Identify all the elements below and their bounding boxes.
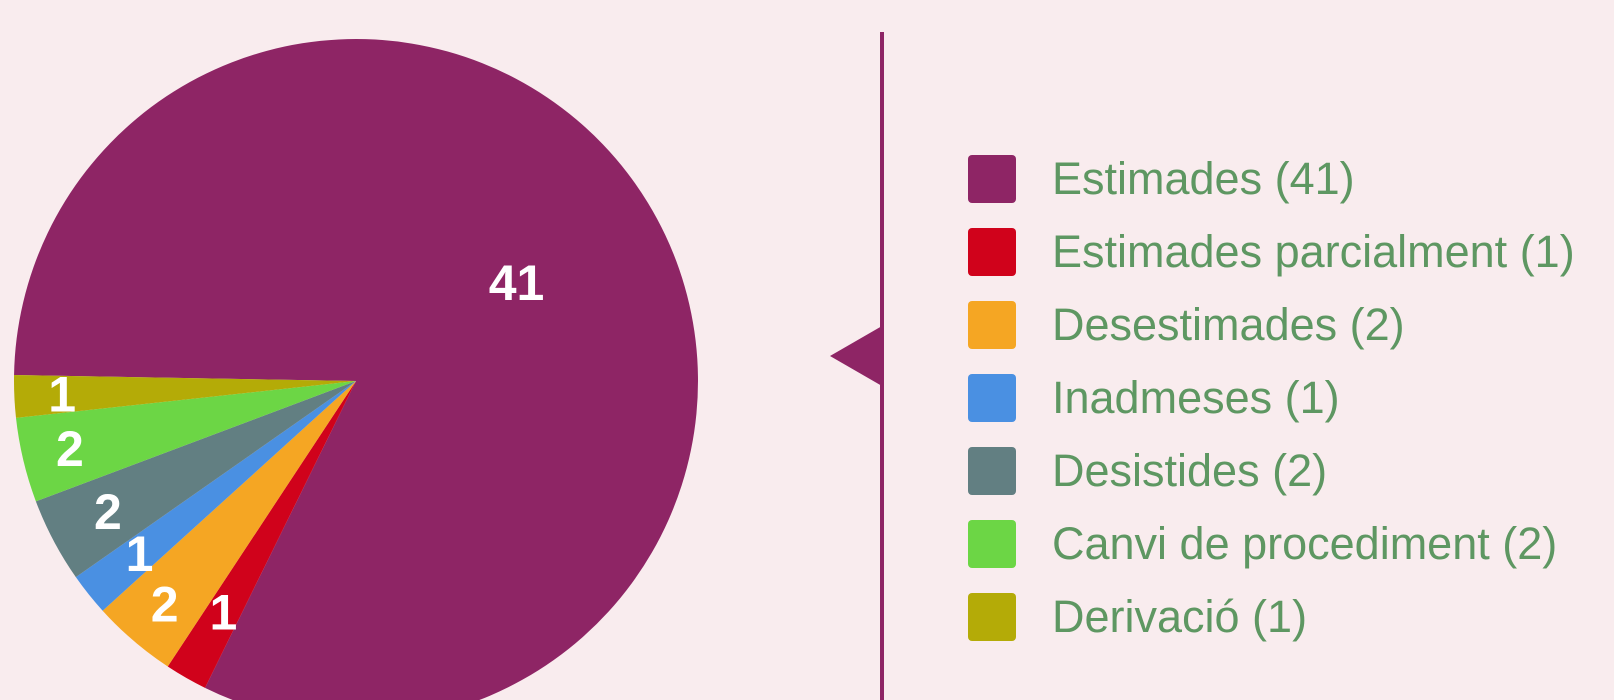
legend-item: Derivació (1) [968, 580, 1575, 653]
legend-label: Derivació (1) [1052, 590, 1308, 642]
legend-item: Desistides (2) [968, 434, 1575, 507]
divider-line [880, 32, 884, 700]
legend-swatch [968, 154, 1016, 203]
pie-slice [167, 381, 356, 688]
pointer-arrow [830, 326, 882, 386]
legend-swatch [968, 300, 1016, 349]
legend-swatch [968, 227, 1016, 276]
legend-label: Canvi de procediment (2) [1052, 517, 1558, 569]
legend-item: Desestimades (2) [968, 288, 1575, 361]
legend-item: Estimades parcialment (1) [968, 215, 1575, 288]
pie-slice [14, 39, 698, 700]
slice-value-label: 2 [151, 576, 179, 632]
legend-swatch [968, 373, 1016, 422]
pie-slice [75, 381, 356, 611]
pie-slices [13, 39, 698, 700]
legend-item: Canvi de procediment (2) [968, 507, 1575, 580]
slice-value-label: 1 [210, 584, 238, 640]
legend: Estimades (41) Estimades parcialment (1)… [968, 142, 1575, 653]
legend-label: Inadmeses (1) [1052, 371, 1340, 423]
slice-value-label: 1 [126, 526, 154, 582]
legend-item: Inadmeses (1) [968, 361, 1575, 434]
legend-swatch [968, 519, 1016, 568]
slice-value-label: 1 [48, 366, 76, 422]
pie-slice [13, 375, 356, 418]
legend-swatch [968, 592, 1016, 641]
legend-label: Desistides (2) [1052, 444, 1328, 496]
legend-label: Estimades (41) [1052, 152, 1355, 204]
pie-slice [16, 381, 357, 502]
legend-label: Estimades parcialment (1) [1052, 225, 1575, 277]
legend-label: Desestimades (2) [1052, 298, 1405, 350]
legend-swatch [968, 446, 1016, 495]
slice-value-label: 41 [489, 255, 545, 311]
slice-value-label: 2 [94, 484, 122, 540]
slice-value-label: 2 [56, 421, 84, 477]
pie-slice [102, 381, 356, 667]
pie-slice [35, 381, 356, 578]
legend-item: Estimades (41) [968, 142, 1575, 215]
